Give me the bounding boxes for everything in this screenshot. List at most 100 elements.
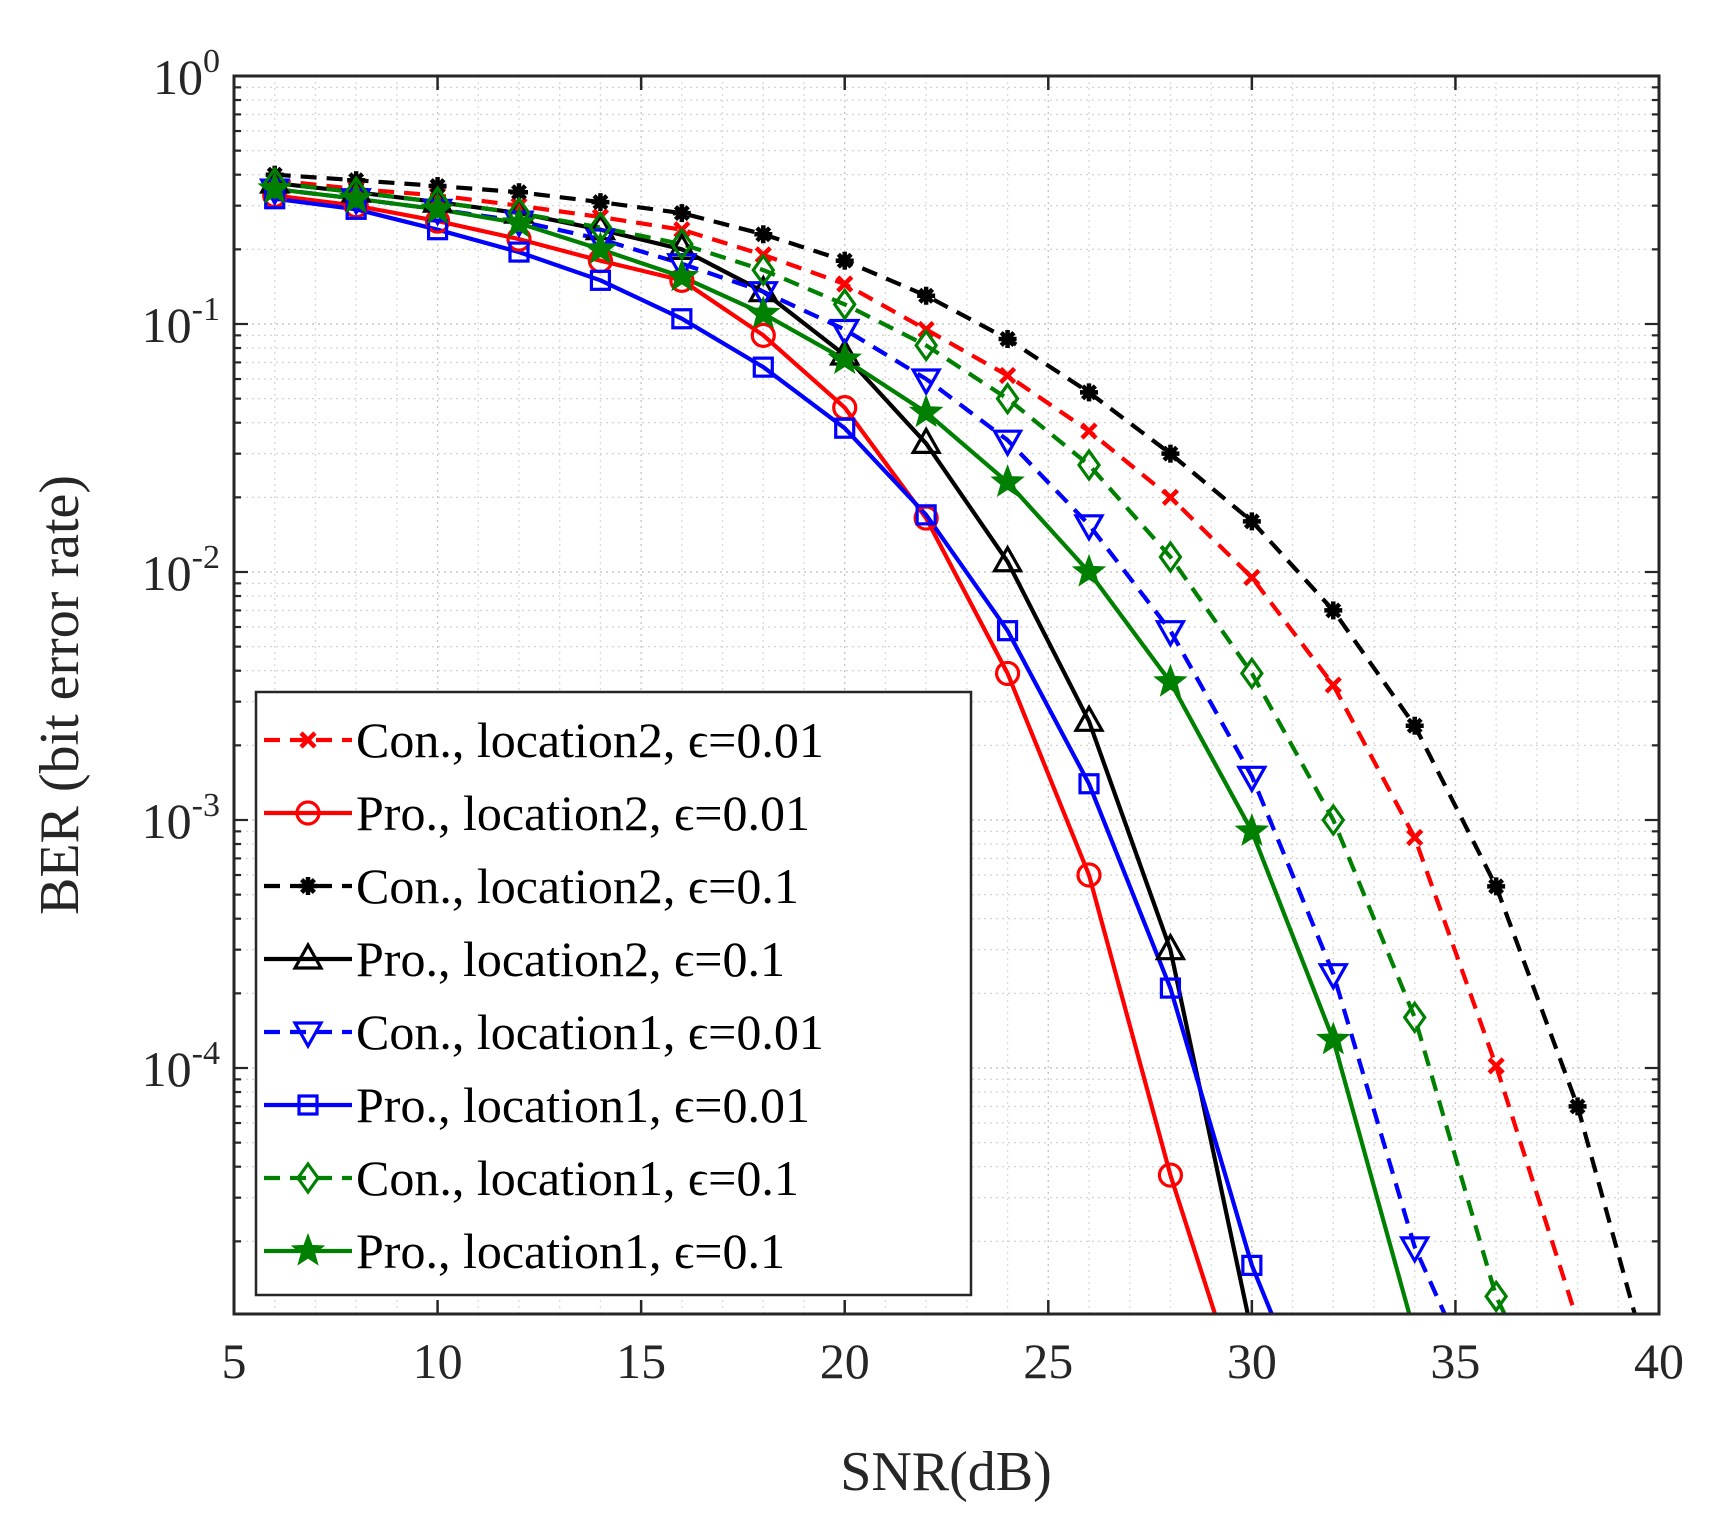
legend-item: Pro., location1, ϵ=0.01 <box>264 1077 810 1133</box>
series-line <box>274 187 1447 1314</box>
legend-label: Pro., location2, ϵ=0.01 <box>356 785 810 841</box>
legend-label: Con., location2, ϵ=0.01 <box>356 712 824 768</box>
data-point <box>1317 963 1350 991</box>
data-point <box>1161 444 1180 463</box>
data-point <box>834 417 856 439</box>
x-tick-label: 10 <box>413 1333 463 1389</box>
marker-stroke <box>299 731 317 749</box>
data-point <box>910 426 942 455</box>
data-point <box>1161 488 1180 506</box>
x-tick-label: 20 <box>820 1333 870 1389</box>
data-point <box>1487 877 1506 896</box>
plot-border <box>232 74 1661 1316</box>
x-tick-label: 40 <box>1634 1333 1684 1389</box>
y-tick-label: 100 <box>153 43 220 105</box>
data-point <box>998 366 1017 385</box>
x-tick-label: 5 <box>222 1333 247 1389</box>
data-point <box>1071 553 1107 587</box>
data-point <box>584 228 617 257</box>
data-point <box>669 227 694 261</box>
data-point <box>426 219 449 241</box>
marker-core <box>594 196 607 209</box>
data-point <box>750 322 776 348</box>
data-point <box>1158 540 1183 574</box>
marker-stroke <box>1406 828 1424 847</box>
data-point <box>991 429 1024 458</box>
data-point <box>583 231 618 265</box>
y-tick-label: 10-3 <box>142 787 220 849</box>
data-point <box>994 660 1021 687</box>
axes <box>232 74 1661 1316</box>
legend-item: Con., location1, ϵ=0.01 <box>264 1004 824 1060</box>
data-point <box>591 193 610 212</box>
legend-marker <box>292 941 324 970</box>
data-point <box>1316 1021 1351 1055</box>
legend-marker <box>290 1232 326 1266</box>
data-point <box>1154 620 1187 648</box>
marker-core <box>1001 332 1014 345</box>
data-point <box>1236 765 1268 794</box>
data-point <box>1487 1057 1505 1075</box>
data-point <box>917 286 936 305</box>
data-point <box>991 544 1024 573</box>
data-point <box>1073 704 1105 732</box>
data-point <box>1405 716 1424 735</box>
data-point <box>914 328 939 363</box>
data-point <box>996 620 1019 642</box>
legend-item: Pro., location2, ϵ=0.01 <box>264 785 810 841</box>
series-line <box>274 172 1637 1314</box>
data-point <box>998 329 1017 348</box>
data-point <box>589 269 612 291</box>
data-point <box>835 251 854 270</box>
legend-label: Con., location1, ϵ=0.01 <box>356 1004 824 1060</box>
data-point <box>1321 803 1346 837</box>
legend-marker <box>297 1094 319 1116</box>
marker-core <box>1571 1100 1584 1113</box>
legend-item: Pro., location2, ϵ=0.1 <box>264 931 785 987</box>
legend-marker <box>295 800 321 826</box>
data-point <box>1243 568 1261 587</box>
x-tick-label: 30 <box>1227 1333 1277 1389</box>
data-point <box>672 204 691 223</box>
marker-stroke <box>1161 488 1180 506</box>
data-point <box>752 356 774 378</box>
data-point <box>827 341 862 375</box>
data-point <box>1242 512 1261 531</box>
marker-core <box>513 186 525 199</box>
x-tick-label: 25 <box>1023 1333 1073 1389</box>
data-point <box>501 205 537 238</box>
data-point <box>836 275 854 293</box>
marker-core <box>1245 515 1258 528</box>
data-point <box>910 368 942 397</box>
data-point <box>420 191 455 225</box>
y-tick-label: 10-2 <box>142 539 220 601</box>
data-point <box>1159 977 1182 999</box>
data-point <box>1077 448 1101 482</box>
data-point <box>754 225 773 244</box>
data-point <box>908 394 944 428</box>
marker-core <box>757 228 770 241</box>
y-tick-label: 10-4 <box>142 1035 220 1097</box>
data-point <box>262 166 287 200</box>
x-tick-label: 15 <box>616 1333 666 1389</box>
legend: Con., location2, ϵ=0.01 Pro., location2, … <box>254 690 973 1297</box>
legend-marker <box>299 731 317 749</box>
legend-label: Con., location1, ϵ=0.1 <box>356 1150 799 1206</box>
marker-core <box>1490 880 1503 893</box>
legend-item: Con., location1, ϵ=0.1 <box>264 1150 799 1206</box>
marker-core <box>920 289 933 302</box>
marker-core <box>1327 604 1340 617</box>
data-point <box>1154 932 1187 961</box>
data-point <box>746 295 781 329</box>
data-point <box>1080 383 1098 402</box>
marker-core <box>1083 386 1095 399</box>
data-point <box>666 253 698 281</box>
marker-stroke <box>836 275 854 293</box>
legend-item: Con., location2, ϵ=0.01 <box>264 712 824 768</box>
marker-stroke <box>998 366 1017 385</box>
data-point <box>338 180 374 214</box>
marker-core <box>838 254 851 267</box>
data-point <box>671 308 693 330</box>
data-point <box>995 381 1020 416</box>
